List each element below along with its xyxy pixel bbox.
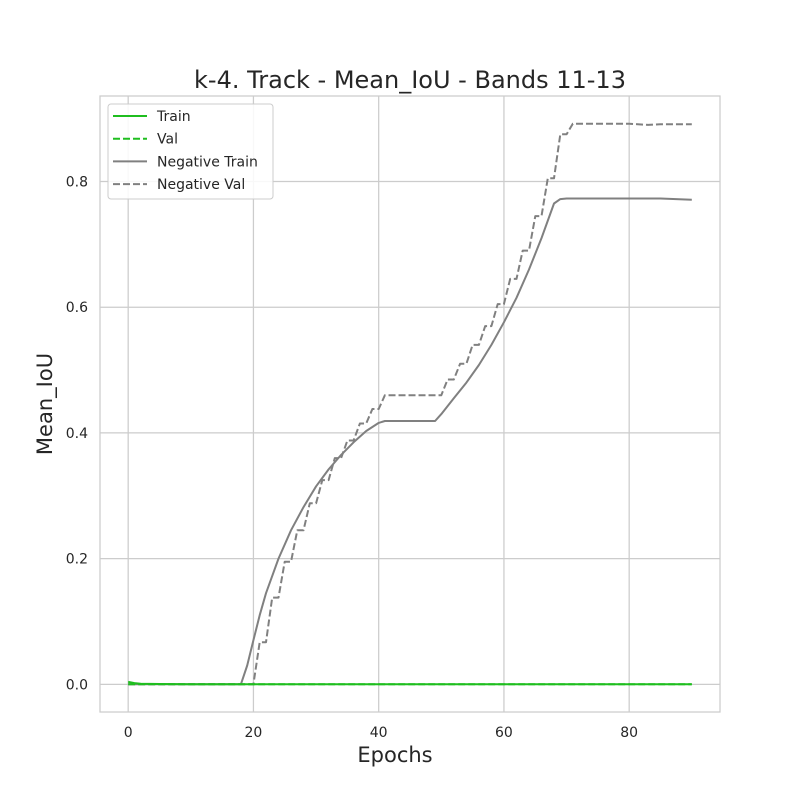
legend-label: Val — [157, 132, 178, 148]
chart-title: k-4. Track - Mean_IoU - Bands 11-13 — [194, 66, 626, 94]
y-tick-label: 0.2 — [66, 552, 88, 568]
series-line-negative-train — [128, 197, 692, 686]
series-line-negative-val — [128, 122, 692, 686]
x-axis-label: Epochs — [357, 743, 432, 767]
y-tick-label: 0.0 — [66, 677, 88, 693]
x-tick-label: 80 — [620, 725, 638, 741]
x-tick-labels: 0 20 40 60 80 — [124, 725, 638, 741]
series-layer — [127, 122, 692, 686]
legend-box — [107, 103, 274, 200]
y-tick-labels: 0.0 0.2 0.4 0.6 0.8 — [66, 174, 88, 693]
y-tick-label: 0.6 — [66, 300, 88, 316]
x-tick-label: 20 — [245, 725, 263, 741]
legend-label: Negative Val — [157, 177, 245, 193]
plot-frame — [99, 95, 721, 713]
x-tick-label: 0 — [124, 725, 133, 741]
x-tick-label: 40 — [370, 725, 388, 741]
legend: Train Val Negative Train Negative Val — [107, 103, 274, 200]
y-axis-label: Mean_IoU — [33, 353, 58, 455]
y-tick-label: 0.8 — [66, 174, 88, 190]
series-line-train — [127, 680, 692, 686]
x-tick-label: 60 — [495, 725, 513, 741]
legend-label: Train — [156, 109, 191, 125]
y-tick-label: 0.4 — [66, 426, 88, 442]
legend-label: Negative Train — [157, 154, 258, 170]
